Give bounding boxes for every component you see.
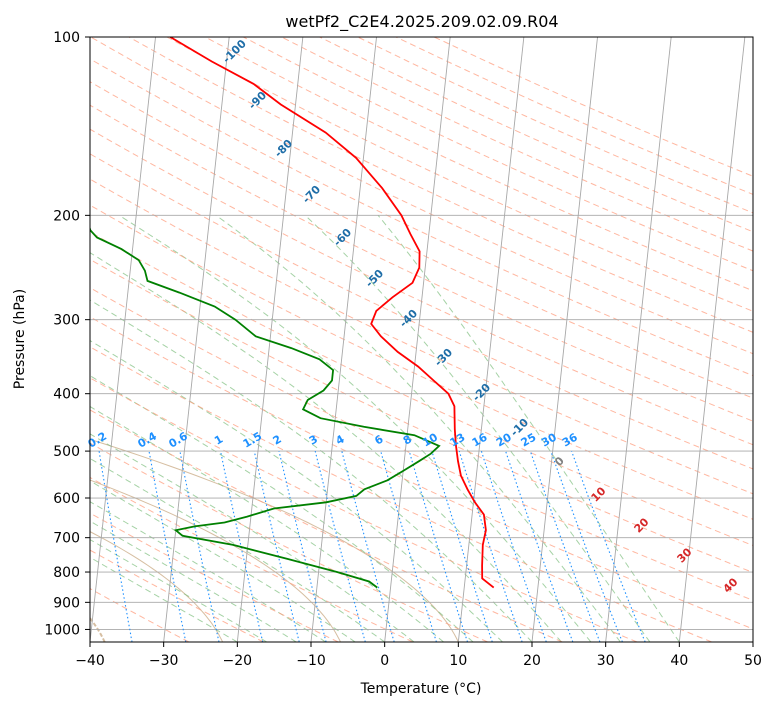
dry-adiabat-line: [90, 377, 638, 642]
dry-adiabat-line: [90, 549, 264, 642]
y-tick-label: 100: [53, 30, 80, 46]
theta-e-curve: [90, 479, 341, 642]
y-tick-label: 400: [53, 387, 80, 403]
moist-adiabat-line: [377, 214, 680, 642]
dry-adiabat-line: [90, 442, 488, 642]
x-tick-label: −30: [149, 653, 179, 669]
isotherms: [0, 37, 753, 642]
dry-adiabat-line: [90, 512, 339, 642]
isotherm-line: [0, 37, 8, 642]
plot-frame: [89, 36, 754, 643]
isotherm-line: [163, 37, 230, 642]
chart-title: wetPf2_C2E4.2025.209.02.09.R04: [285, 12, 558, 32]
y-axis: 100 200 300 400 500 600 700 800 900 1000: [44, 30, 90, 638]
isotherm-line: [310, 37, 377, 642]
x-tick-label: 0: [380, 653, 389, 669]
moist-adiabat-line: [90, 433, 415, 642]
x-tick-label: 40: [670, 653, 688, 669]
x-axis: −40 −30 −20 −10 0 10 20 30 40 50: [75, 642, 762, 669]
dry-adiabat-line: [90, 153, 753, 470]
dry-adiabat-line: [90, 37, 753, 355]
y-tick-label: 800: [53, 565, 80, 581]
profile-line: [90, 226, 441, 589]
dry-adiabat-line: [90, 346, 712, 642]
mixing-ratio-lines: [98, 450, 646, 642]
sounding-profiles: [90, 37, 495, 589]
mixing-ratio-line: [380, 450, 437, 642]
profile-line: [169, 37, 495, 589]
dry-adiabat-line: [128, 37, 753, 333]
mixing-ratio-line: [505, 450, 574, 642]
isotherm-line: [90, 37, 156, 642]
isotherm-line: [384, 37, 451, 642]
mixing-ratio-line: [550, 450, 623, 642]
isotherm-line: [236, 37, 304, 642]
x-tick-label: 30: [597, 653, 615, 669]
dry-adiabat-line: [90, 104, 753, 422]
y-tick-label: 900: [53, 595, 80, 611]
x-tick-label: 50: [744, 653, 762, 669]
dry-adiabat-line: [90, 316, 753, 630]
moist-adiabat-line: [90, 252, 562, 642]
dry-adiabat-line: [90, 409, 563, 642]
isobars: [90, 37, 753, 630]
mixing-ratio-line: [148, 450, 187, 642]
moist-adiabat-line: [90, 457, 385, 642]
moist-adiabat-line: [90, 501, 326, 642]
y-tick-label: 600: [53, 491, 80, 507]
moist-adiabat-line: [90, 520, 297, 642]
y-tick-label: 300: [53, 313, 80, 329]
x-tick-label: 20: [523, 653, 541, 669]
plot-background: [90, 37, 753, 642]
theta-e-curve: [90, 531, 224, 642]
x-axis-title: Temperature (°C): [360, 681, 482, 697]
y-tick-label: 1000: [44, 622, 80, 638]
mixing-ratio-line: [408, 450, 469, 642]
mixing-ratio-line: [341, 450, 395, 642]
y-tick-label: 200: [53, 208, 80, 224]
moist-adiabat-line: [90, 538, 268, 642]
dry-adiabat-line: [204, 37, 753, 292]
isotherm-line: [605, 37, 672, 642]
mixing-ratio-line: [179, 450, 220, 642]
y-tick-label: 500: [53, 444, 80, 460]
x-tick-label: −40: [75, 653, 105, 669]
y-tick-label: 700: [53, 531, 80, 547]
theta-e-curve: [90, 438, 459, 642]
dry-adiabat-line: [90, 178, 753, 495]
moist-adiabat-line: [90, 556, 238, 642]
moist-adiabat-line: [90, 340, 503, 642]
mixing-ratio-line: [458, 450, 523, 642]
isotherm-line: [531, 37, 598, 642]
isotherm-line: [678, 37, 746, 642]
isotherm-line: [752, 637, 753, 642]
x-tick-label: −20: [223, 653, 253, 669]
isotherm-line: [457, 37, 525, 642]
mixing-ratio-line: [219, 450, 264, 642]
dry-adiabat-line: [90, 204, 753, 520]
x-tick-label: −10: [296, 653, 326, 669]
x-tick-label: 10: [449, 653, 467, 669]
moist-adiabat-line: [90, 299, 533, 642]
mixing-ratio-line: [529, 450, 601, 642]
moist-adiabat-line: [304, 214, 651, 642]
mixing-ratio-line: [571, 450, 646, 642]
y-axis-title: Pressure (hPa): [12, 289, 28, 389]
mixing-ratio-line: [314, 450, 366, 642]
mixing-ratio-line: [480, 450, 547, 642]
moist-adiabat-line: [90, 480, 356, 642]
mixing-ratio-line: [431, 450, 493, 642]
dry-adiabat-line: [90, 81, 753, 399]
theta-e-curves: [90, 438, 459, 642]
mixing-ratio-line: [253, 450, 300, 642]
